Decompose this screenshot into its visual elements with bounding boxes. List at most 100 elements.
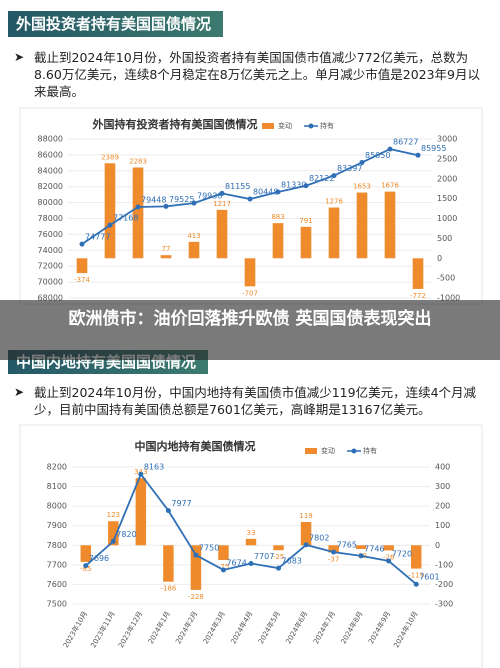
y2-tick-label: 2000: [437, 174, 457, 183]
y-tick-label: 7900: [47, 521, 67, 530]
bar-value-label: -25: [273, 553, 284, 561]
y2-tick-label: -1000: [437, 294, 460, 303]
point: [79, 241, 85, 247]
bar-value-label: -228: [188, 593, 204, 601]
bar: [163, 545, 174, 582]
point-value-label: 79938: [197, 192, 222, 201]
point-value-label: 7707: [254, 552, 274, 561]
point-value-label: 81155: [225, 182, 250, 191]
bar-value-label: -119: [408, 572, 424, 580]
y2-tick-label: 200: [435, 502, 450, 511]
legend-label: 变动: [321, 446, 335, 455]
bar-value-label: 883: [271, 213, 284, 221]
y2-tick-label: 400: [435, 463, 450, 472]
bar-value-label: 1217: [213, 200, 231, 208]
paragraph: 截止到2024年10月份，中国内地持有美国债市值减少119亿美元，连续4个月减少…: [34, 385, 477, 417]
y2-tick-label: 1500: [437, 194, 457, 203]
point: [138, 471, 144, 477]
point: [248, 560, 254, 566]
bar: [273, 545, 284, 551]
point: [110, 538, 116, 544]
bar: [76, 258, 88, 274]
bar-value-label: 77: [162, 245, 171, 253]
y-tick-label: 88000: [38, 135, 63, 144]
bar: [328, 545, 339, 553]
point-value-label: 7683: [282, 557, 302, 566]
bullet: ➤: [14, 50, 25, 64]
bar: [190, 545, 202, 590]
point: [191, 200, 197, 206]
point: [331, 549, 337, 555]
y2-tick-label: -500: [437, 274, 455, 283]
point: [358, 553, 364, 559]
y-tick-label: 78000: [38, 214, 63, 223]
point: [359, 159, 365, 165]
bar-value-label: -186: [160, 585, 176, 593]
bar: [104, 163, 116, 259]
bar: [244, 258, 256, 287]
bar: [135, 478, 147, 546]
y-tick-label: 72000: [38, 262, 63, 271]
y2-tick-label: 2500: [437, 154, 457, 163]
point: [387, 146, 393, 152]
bar: [272, 223, 284, 259]
y-tick-label: 7600: [47, 580, 67, 589]
y-tick-label: 68000: [38, 294, 63, 303]
point: [135, 204, 141, 210]
point-value-label: 81330: [281, 181, 306, 190]
point-value-label: 74777: [85, 233, 110, 242]
point: [276, 565, 282, 571]
point: [163, 203, 169, 209]
chart-panel: [19, 424, 483, 668]
bar: [80, 545, 92, 562]
y2-tick-label: 0: [437, 254, 442, 263]
bar-value-label: -75: [218, 563, 229, 571]
bar: [160, 255, 172, 259]
bar: [188, 241, 200, 259]
bar: [383, 545, 394, 551]
y2-tick-label: 3000: [437, 135, 457, 144]
bar-value-label: 33: [247, 529, 256, 537]
legend-label: 变动: [278, 121, 292, 130]
bar-value-label: 123: [107, 511, 120, 519]
chart-title: 外国持有投资者持有美国国债情况: [92, 117, 258, 131]
point: [107, 222, 113, 228]
point-value-label: 7674: [226, 558, 246, 567]
point-value-label: 8163: [144, 463, 164, 472]
bar: [384, 191, 396, 259]
overlay-banner: 欧洲债市：油价回落推升欧债 英国国债表现突出: [0, 300, 500, 360]
y2-tick-label: -200: [435, 580, 453, 589]
bar-value-label: -707: [242, 289, 258, 297]
y-tick-label: 8000: [47, 502, 67, 511]
bar-value-label: 1676: [381, 182, 399, 190]
paragraph: 截止到2024年10月份，外国投资者持有美国国债市值减少772亿美元，总数为8.…: [34, 50, 481, 99]
bullet: ➤: [14, 385, 25, 399]
bar: [245, 538, 257, 546]
legend-swatch: [308, 123, 314, 129]
bar-value-label: 119: [299, 512, 312, 520]
y2-tick-label: -100: [435, 560, 453, 569]
y-tick-label: 80000: [38, 198, 63, 207]
point-value-label: 82122: [309, 174, 334, 183]
y-tick-label: 84000: [38, 166, 63, 175]
bar: [328, 207, 340, 259]
bar-value-label: 1276: [325, 198, 343, 206]
bar: [355, 545, 367, 550]
point: [303, 542, 309, 548]
legend-swatch: [305, 448, 317, 454]
point-value-label: 85050: [365, 151, 390, 160]
point: [247, 196, 253, 202]
y-tick-label: 8100: [47, 482, 67, 491]
point-value-label: 7820: [116, 530, 136, 539]
y2-tick-label: -300: [435, 600, 453, 609]
section-heading: 外国投资者持有美国国债情况: [8, 11, 224, 37]
point: [165, 508, 171, 514]
point: [331, 173, 337, 179]
point-value-label: 7802: [309, 533, 329, 542]
point-value-label: 7601: [419, 573, 439, 582]
point: [83, 563, 89, 569]
legend-swatch: [351, 448, 357, 454]
point-value-label: 7750: [199, 544, 219, 553]
